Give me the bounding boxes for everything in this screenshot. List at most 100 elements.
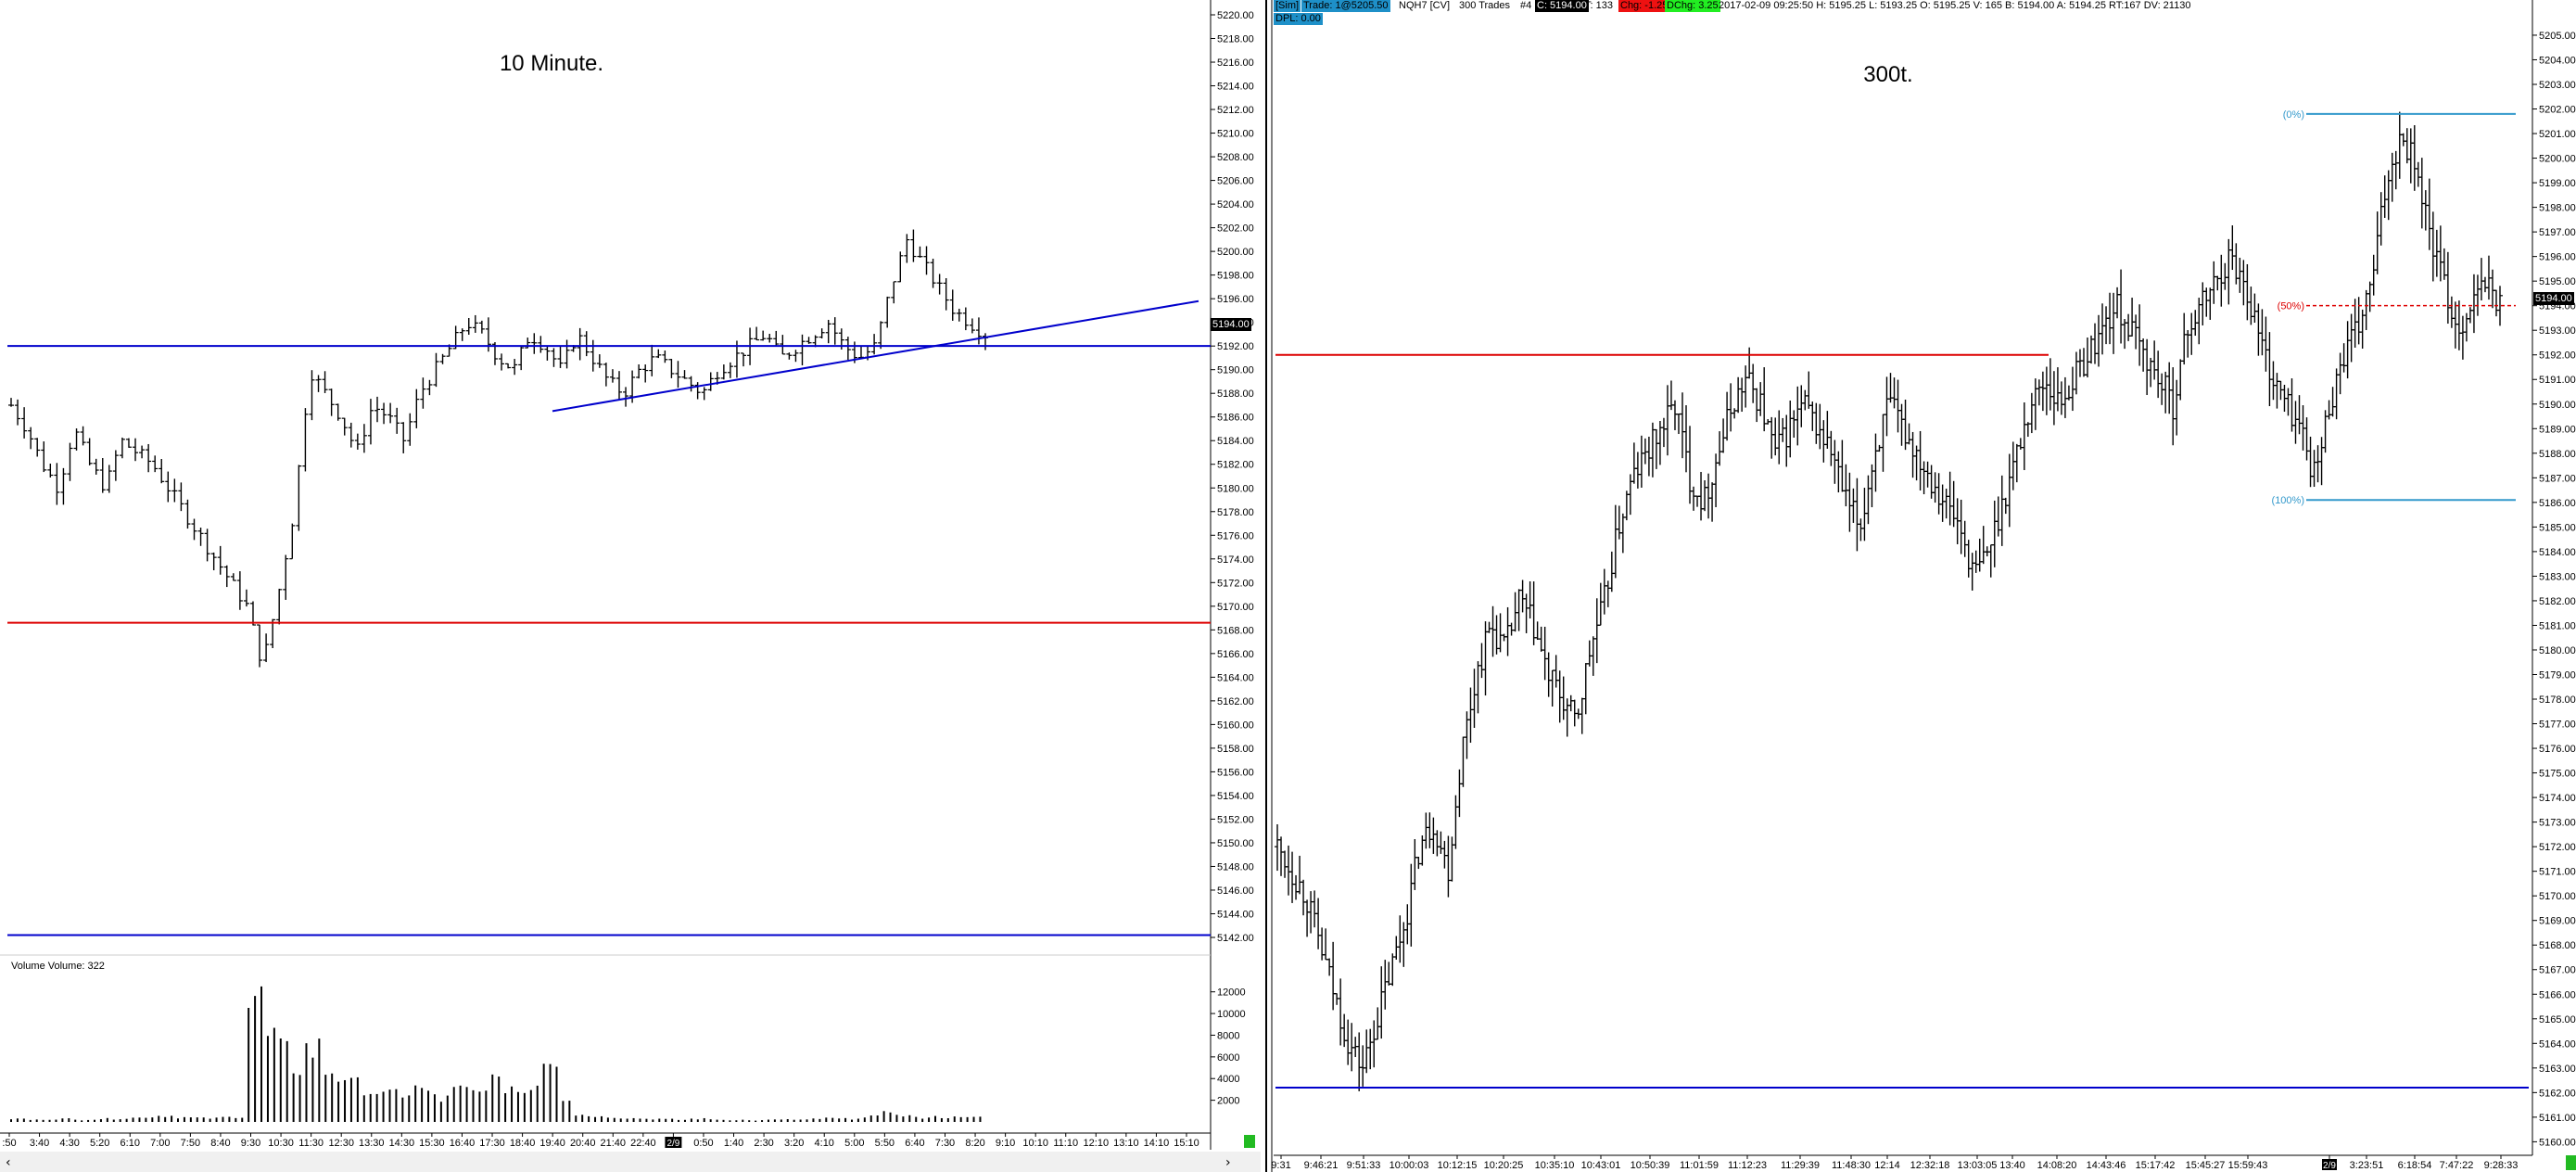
right-price-tick: 5167.00 xyxy=(2539,965,2576,976)
right-price-tick: 5186.00 xyxy=(2539,498,2576,509)
left-price-tick: 5190.00 xyxy=(1217,365,1254,376)
left-bar xyxy=(531,333,538,354)
right-bar xyxy=(2459,315,2466,360)
left-bar xyxy=(956,308,962,322)
left-price-tick: 5156.00 xyxy=(1217,767,1254,778)
right-bar xyxy=(2474,274,2481,316)
right-bar xyxy=(2032,378,2038,430)
right-bar xyxy=(1330,941,1337,1011)
right-price-tick: 5192.00 xyxy=(2539,350,2576,362)
scroll-left-icon[interactable]: ‹ xyxy=(6,1155,11,1170)
left-bar xyxy=(439,353,446,364)
right-bar xyxy=(2118,269,2125,344)
left-time-tick: 16:40 xyxy=(450,1138,476,1149)
right-bar xyxy=(2329,387,2336,417)
right-price-tick: 5198.00 xyxy=(2539,203,2576,214)
right-bar xyxy=(1560,676,1567,720)
right-bar xyxy=(1935,473,1942,515)
instrument-label: NQH7 [CV] xyxy=(1399,0,1451,11)
left-bar xyxy=(387,402,394,424)
left-time-tick: 3:40 xyxy=(30,1138,49,1149)
right-chart-panel[interactable]: (0%)(50%)(100%) 5205.005204.005203.00520… xyxy=(1271,0,2576,1171)
right-bar xyxy=(1631,442,1637,484)
left-bar xyxy=(21,407,28,439)
right-time-tick: 6:18:54 xyxy=(2398,1160,2432,1171)
right-bar xyxy=(1950,480,1957,528)
right-bar xyxy=(2148,357,2154,388)
right-price-tick: 5172.00 xyxy=(2539,842,2576,853)
right-bar xyxy=(1980,526,1986,565)
left-bar xyxy=(917,246,923,258)
left-chart-panel[interactable]: 5220.00 5218.00 5216.00 5214.00 5212.00 5210.… xyxy=(0,0,1261,1172)
scroll-right-icon[interactable]: › xyxy=(1225,1155,1231,1170)
right-bar xyxy=(1390,953,1396,987)
left-bar xyxy=(223,565,230,588)
right-price-tick: 5164.00 xyxy=(2539,1038,2576,1050)
left-bar xyxy=(47,464,54,478)
left-trendline[interactable] xyxy=(552,299,1199,413)
right-price-tick: 5195.00 xyxy=(2539,276,2576,287)
right-bar xyxy=(1758,382,1764,416)
right-bar xyxy=(2285,388,2291,416)
right-bar xyxy=(1653,428,1659,469)
right-bar xyxy=(2467,307,2473,324)
right-bar xyxy=(2248,287,2254,325)
right-price-tick: 5189.00 xyxy=(2539,424,2576,435)
left-time-tick: 21:40 xyxy=(601,1138,627,1149)
left-bar xyxy=(119,437,125,459)
right-bar xyxy=(1739,377,1745,413)
left-bar xyxy=(754,326,760,341)
left-bar xyxy=(80,426,86,446)
right-bar xyxy=(1634,452,1641,489)
right-bar xyxy=(1612,504,1618,579)
left-price-tick: 5144.00 xyxy=(1217,909,1254,920)
volume-label: Volume Volume: 322 xyxy=(11,961,105,972)
right-bar xyxy=(1512,592,1518,632)
left-time-tick: 8:20 xyxy=(965,1138,984,1149)
left-bar xyxy=(936,274,943,295)
left-bar xyxy=(15,399,21,426)
right-bar xyxy=(1976,538,1983,572)
left-bar xyxy=(348,422,354,448)
right-bar xyxy=(1895,379,1901,433)
left-time-tick: 11:30 xyxy=(298,1138,324,1149)
right-bar xyxy=(1776,410,1783,465)
left-bar xyxy=(249,601,256,626)
left-bar xyxy=(825,319,831,344)
left-bar xyxy=(512,359,518,376)
right-bar xyxy=(1504,606,1511,656)
left-chart-title: 10 Minute. xyxy=(500,51,603,76)
right-bar xyxy=(1393,936,1400,960)
left-price-tick: 5218.00 xyxy=(1217,34,1254,45)
left-time-tick: 10:30 xyxy=(268,1138,294,1149)
right-bar xyxy=(1282,850,1288,878)
right-bar xyxy=(1467,687,1474,744)
account-badge: [Sim] xyxy=(1274,0,1301,12)
right-bar xyxy=(2337,352,2343,395)
left-bar xyxy=(289,523,296,560)
right-bar xyxy=(1556,670,1563,723)
right-ohlc-series xyxy=(1275,111,2503,1091)
left-time-tick: 3:20 xyxy=(784,1138,804,1149)
right-bar xyxy=(2240,260,2247,306)
left-bar xyxy=(8,398,14,407)
left-time-tick: 7:00 xyxy=(150,1138,170,1149)
left-bar xyxy=(361,424,367,453)
right-time-tick: 12:14 xyxy=(1874,1160,1900,1171)
right-horizontal-levels: (0%) (50%) (100%) xyxy=(1275,109,2529,1089)
right-time-tick: 10:00:03 xyxy=(1390,1160,1429,1171)
left-bar xyxy=(472,314,478,333)
right-bar xyxy=(1910,431,1916,478)
left-scrollbar[interactable] xyxy=(0,1152,1261,1172)
right-bar xyxy=(1858,518,1864,541)
left-bar xyxy=(210,552,217,571)
right-bar xyxy=(1891,377,1897,409)
left-bar xyxy=(178,482,184,512)
right-price-tick: 5181.00 xyxy=(2539,620,2576,631)
right-time-tick: 2/9 xyxy=(2323,1161,2336,1171)
right-last-price-badge: 5194.00 xyxy=(2533,292,2574,305)
right-bar xyxy=(1798,385,1805,427)
right-bar xyxy=(1501,633,1507,642)
left-bar xyxy=(54,463,60,505)
left-bar xyxy=(767,334,773,343)
